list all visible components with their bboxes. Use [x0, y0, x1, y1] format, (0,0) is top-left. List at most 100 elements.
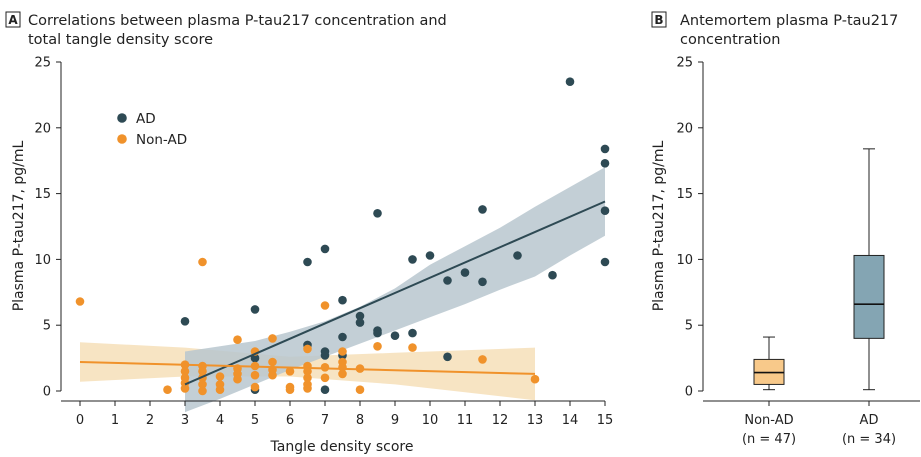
point-non-ad-11	[198, 380, 207, 389]
category-n-non-ad: (n = 47)	[742, 432, 796, 447]
a-xtick-label-8: 8	[356, 413, 364, 428]
point-ad-22	[443, 276, 452, 285]
a-xtick-label-9: 9	[391, 413, 399, 428]
point-ad-31	[600, 159, 610, 168]
b-ytick-label-5: 5	[685, 319, 693, 334]
panel-a-title-line-1: Correlations between plasma P-tau217 con…	[28, 13, 447, 29]
panel-b: B Antemortem plasma P-tau217 concentrati…	[651, 11, 920, 447]
point-ad-20	[408, 328, 417, 338]
a-xtick-label-3: 3	[181, 413, 189, 428]
point-non-ad-38	[320, 363, 330, 372]
panel-a-label: A	[8, 13, 18, 27]
a-xtick-label-13: 13	[527, 413, 544, 428]
point-ad-13	[355, 311, 365, 321]
panel-b-boxes	[753, 148, 885, 391]
a-xtick-label-11: 11	[457, 413, 474, 428]
point-ad-18	[390, 331, 400, 341]
point-non-ad-15	[215, 385, 225, 395]
point-ad-19	[408, 255, 417, 264]
point-non-ad-16	[233, 335, 242, 345]
panel-a-x-axis-title: Tangle density score	[270, 439, 414, 455]
panel-a-badge	[5, 11, 21, 28]
point-ad-6	[320, 244, 330, 254]
a-xtick-label-2: 2	[146, 413, 154, 428]
point-ad-26	[478, 277, 487, 287]
panel-a-data-points	[75, 77, 610, 396]
point-non-ad-39	[320, 373, 330, 383]
point-non-ad-23	[250, 382, 260, 392]
a-ytick-label-10: 10	[34, 253, 51, 268]
point-ad-30	[600, 144, 610, 154]
point-ad-25	[478, 205, 487, 214]
point-non-ad-19	[233, 374, 242, 384]
point-ad-24	[460, 268, 470, 277]
point-ad-27	[513, 251, 522, 260]
point-ad-11	[338, 332, 347, 342]
point-non-ad-37	[320, 301, 330, 310]
panel-b-y-ticks: 0 5 10 15 20 25	[676, 56, 703, 400]
b-ytick-label-25: 25	[676, 56, 693, 71]
point-non-ad-9	[198, 367, 207, 376]
a-xtick-label-7: 7	[321, 413, 329, 428]
point-non-ad-3	[180, 367, 190, 376]
point-ad-10	[338, 295, 347, 305]
a-ytick-label-20: 20	[34, 121, 51, 136]
point-non-ad-24	[268, 334, 277, 343]
panel-b-badge	[651, 11, 667, 28]
point-non-ad-46	[373, 342, 382, 351]
point-ad-1	[250, 305, 260, 314]
panel-a-y-ticks: 0 5 10 15 20 25	[34, 56, 61, 400]
point-non-ad-48	[478, 355, 487, 364]
a-xtick-label-5: 5	[251, 413, 259, 428]
point-non-ad-33	[303, 367, 312, 376]
a-xtick-label-1: 1	[111, 413, 119, 428]
panel-a-fit-lines	[79, 200, 606, 386]
panel-a-x-ticks: 0 1 2 3 4 5 6 7 8 9 10 11 12 13 14 15	[76, 401, 613, 428]
fit-line-ad	[184, 200, 606, 386]
point-non-ad-7	[198, 257, 207, 267]
a-ytick-label-15: 15	[34, 187, 51, 202]
a-xtick-label-10: 10	[422, 413, 439, 428]
a-xtick-label-14: 14	[562, 413, 579, 428]
point-non-ad-13	[215, 372, 225, 381]
point-non-ad-45	[355, 385, 365, 395]
category-label-non-ad: Non-AD	[744, 413, 793, 428]
point-ad-32	[600, 206, 610, 215]
category-n-ad: (n = 34)	[842, 432, 896, 447]
point-ad-33	[600, 257, 610, 267]
b-ytick-label-20: 20	[676, 121, 693, 136]
panel-a-legend: AD Non-AD	[117, 111, 187, 148]
fit-line-non-ad	[79, 361, 536, 375]
point-ad-8	[320, 351, 330, 360]
point-ad-9	[320, 385, 330, 395]
point-non-ad-30	[285, 385, 295, 395]
point-non-ad-49	[530, 374, 540, 384]
panel-b-label: B	[654, 13, 663, 27]
point-non-ad-36	[303, 384, 312, 393]
b-ytick-label-15: 15	[676, 187, 693, 202]
legend-non-ad-marker	[117, 134, 127, 144]
panel-b-title-line-1: Antemortem plasma P-tau217	[680, 13, 898, 29]
panel-b-title-line-2: concentration	[680, 32, 780, 48]
point-non-ad-25	[268, 357, 277, 367]
point-ad-23	[443, 352, 452, 362]
panel-a-title-line-2: total tangle density score	[28, 32, 213, 48]
point-ad-29	[565, 77, 575, 86]
point-ad-21	[425, 251, 435, 260]
legend-non-ad-label: Non-AD	[136, 132, 187, 148]
b-ytick-label-0: 0	[685, 385, 693, 400]
confidence-band-ad	[185, 167, 605, 413]
point-non-ad-34	[303, 373, 312, 383]
point-ad-17	[373, 328, 382, 338]
point-non-ad-40	[338, 347, 347, 356]
a-xtick-label-12: 12	[492, 413, 509, 428]
a-xtick-label-15: 15	[597, 413, 614, 428]
point-ad-4	[303, 257, 312, 267]
point-non-ad-47	[408, 343, 417, 352]
a-ytick-label-25: 25	[34, 56, 51, 71]
point-non-ad-12	[198, 386, 207, 396]
a-xtick-label-0: 0	[76, 413, 84, 428]
point-non-ad-0	[75, 297, 85, 306]
panel-a-y-axis-title: Plasma P-tau217, pg/mL	[11, 141, 27, 312]
